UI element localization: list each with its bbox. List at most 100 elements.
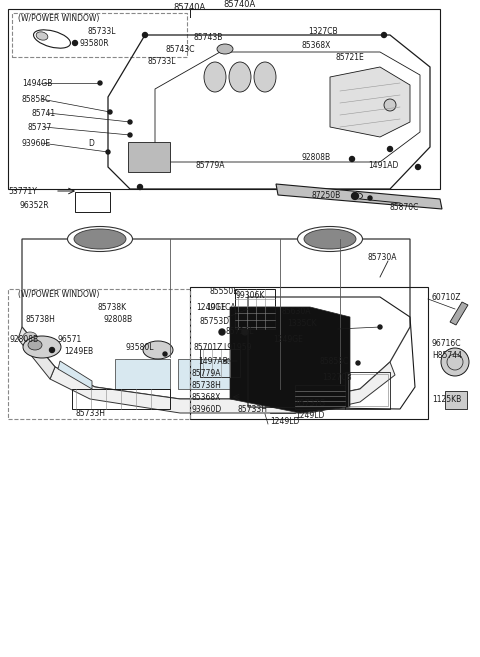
Text: 99306K: 99306K (235, 290, 264, 300)
Bar (8, 9, 440, 189)
Text: 1327CB: 1327CB (308, 28, 337, 37)
Bar (128, 142, 170, 172)
Bar (8, 289, 190, 419)
Circle shape (128, 133, 132, 137)
Circle shape (108, 110, 112, 114)
Circle shape (143, 32, 147, 37)
Ellipse shape (304, 229, 356, 249)
Circle shape (441, 348, 469, 376)
Text: 1249GE: 1249GE (273, 334, 303, 344)
Text: 85733L: 85733L (88, 28, 117, 37)
Polygon shape (276, 184, 442, 209)
Text: 85733H: 85733H (237, 405, 267, 415)
Text: 1494GB: 1494GB (22, 78, 52, 87)
Circle shape (416, 164, 420, 170)
Text: 85737G: 85737G (295, 399, 325, 409)
Bar (178, 359, 233, 389)
Circle shape (378, 325, 382, 329)
Ellipse shape (36, 32, 48, 40)
Text: 96571: 96571 (58, 334, 82, 344)
Ellipse shape (74, 229, 126, 249)
Circle shape (72, 41, 77, 45)
Text: 93580L: 93580L (126, 342, 155, 351)
Text: 87250B: 87250B (312, 191, 341, 200)
Text: 85738H: 85738H (25, 315, 55, 323)
Ellipse shape (204, 62, 226, 92)
Text: 85740A: 85740A (174, 3, 206, 12)
Bar (445, 391, 467, 409)
Text: 85743B: 85743B (194, 32, 223, 41)
Text: 1249LD: 1249LD (295, 411, 324, 420)
Text: 85716L: 85716L (225, 327, 253, 336)
Circle shape (351, 193, 359, 200)
Text: 1491AD: 1491AD (368, 160, 398, 170)
Ellipse shape (143, 341, 173, 359)
Ellipse shape (23, 332, 37, 342)
Text: 85740A: 85740A (224, 0, 256, 9)
Circle shape (163, 352, 167, 356)
Bar (75, 192, 110, 212)
Text: 85738K: 85738K (98, 302, 127, 311)
Text: 1249LD: 1249LD (270, 417, 300, 426)
Text: 85733L: 85733L (148, 57, 177, 66)
Bar (115, 359, 170, 389)
Circle shape (349, 156, 355, 162)
Polygon shape (230, 307, 350, 413)
Text: 85730A: 85730A (368, 252, 397, 261)
Bar (200, 349, 240, 377)
Text: 93580R: 93580R (80, 39, 109, 49)
Ellipse shape (28, 340, 42, 350)
Circle shape (356, 361, 360, 365)
Bar (72, 389, 170, 409)
Text: 85870C: 85870C (390, 202, 420, 212)
Text: 96716C: 96716C (432, 340, 461, 348)
Bar (348, 374, 388, 406)
Bar (306, 359, 348, 389)
Circle shape (137, 185, 143, 189)
Text: 1497AB: 1497AB (198, 357, 228, 365)
Bar (12, 13, 187, 57)
Circle shape (106, 150, 110, 154)
Bar (235, 289, 275, 329)
Ellipse shape (384, 99, 396, 111)
Text: 85737: 85737 (28, 122, 52, 131)
Text: 85741: 85741 (32, 108, 56, 118)
Text: 1335CK: 1335CK (287, 319, 317, 327)
Text: 96352R: 96352R (20, 200, 49, 210)
Ellipse shape (229, 62, 251, 92)
Bar (190, 287, 428, 419)
Text: 85779A: 85779A (192, 369, 221, 378)
Text: 85630A: 85630A (282, 307, 312, 317)
Text: 85743C: 85743C (165, 45, 194, 53)
Text: 85738H: 85738H (192, 380, 222, 390)
Text: 93960D: 93960D (192, 405, 222, 413)
Ellipse shape (217, 44, 233, 54)
Polygon shape (450, 302, 468, 325)
Text: L91959: L91959 (223, 344, 252, 353)
Circle shape (219, 329, 225, 335)
Text: 1011CA: 1011CA (206, 302, 236, 311)
Text: 85733H: 85733H (75, 409, 105, 417)
Text: 85858C: 85858C (320, 357, 349, 365)
Text: 85753D: 85753D (199, 317, 229, 327)
Ellipse shape (68, 227, 132, 252)
Text: 85701Z: 85701Z (194, 344, 223, 353)
Text: 1249EB: 1249EB (64, 348, 93, 357)
Circle shape (351, 193, 359, 200)
Text: 1327CB: 1327CB (322, 373, 352, 382)
Text: 92808B: 92808B (302, 152, 331, 162)
Circle shape (49, 348, 55, 353)
Text: 92808B: 92808B (10, 334, 39, 344)
Bar (345, 372, 390, 409)
Circle shape (242, 329, 248, 335)
Ellipse shape (23, 336, 61, 358)
Text: 1125KB: 1125KB (432, 394, 461, 403)
Ellipse shape (254, 62, 276, 92)
Text: 92808B: 92808B (103, 315, 132, 323)
Polygon shape (18, 327, 55, 379)
Text: H85744: H85744 (432, 351, 462, 361)
Ellipse shape (298, 227, 362, 252)
Text: 60710Z: 60710Z (432, 292, 461, 302)
Polygon shape (58, 361, 92, 389)
Text: (W/POWER WINDOW): (W/POWER WINDOW) (18, 14, 99, 24)
